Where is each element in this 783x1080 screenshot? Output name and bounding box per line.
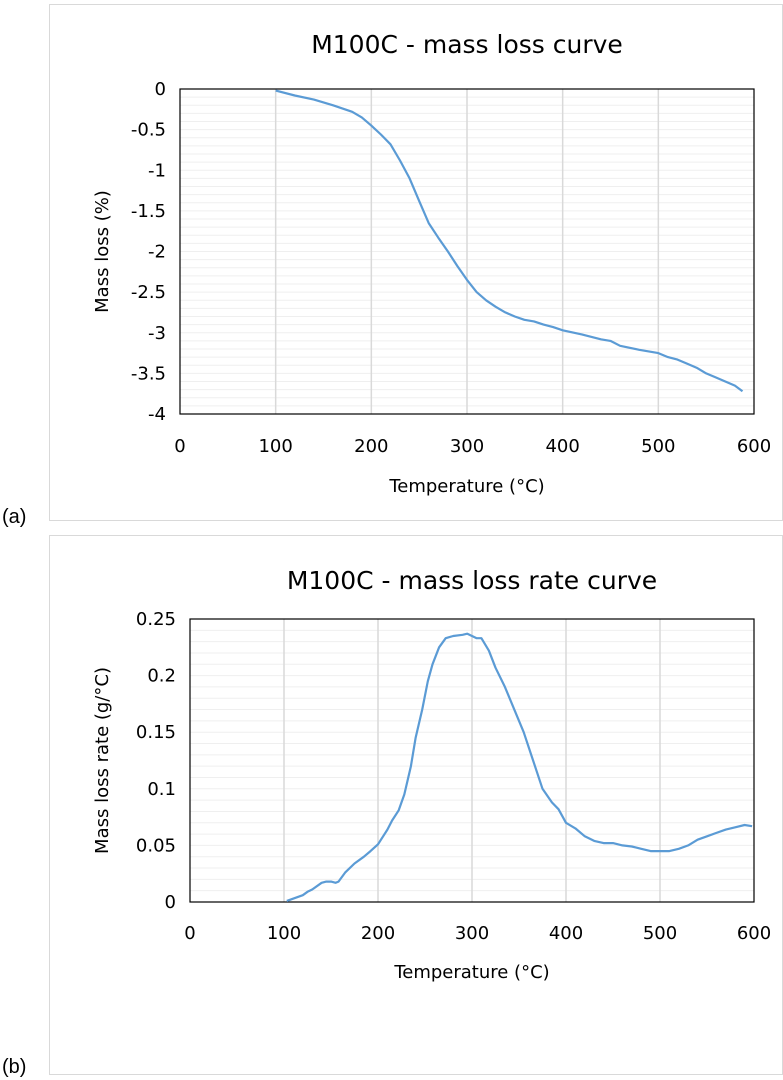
y-tick-label: 0 [155, 79, 166, 100]
y-axis-label: Mass loss rate (g/°C) [92, 667, 113, 854]
plot-area-border [189, 618, 755, 903]
x-axis-label: Temperature (°C) [393, 962, 549, 983]
x-tick-label: 200 [354, 436, 388, 457]
y-tick-label: 0.05 [136, 835, 176, 856]
y-axis-label: Mass loss (%) [92, 190, 113, 313]
x-tick-label: 300 [450, 436, 484, 457]
x-tick-label: 400 [549, 923, 583, 944]
y-tick-label: -0.5 [131, 120, 166, 141]
y-tick-label: -2 [148, 242, 166, 263]
x-tick-label: 100 [267, 923, 301, 944]
y-tick-label: 0.15 [136, 722, 176, 743]
chart-b: M100C - mass loss rate curve 0 100 200 300 40… [92, 566, 771, 983]
chart-panel-b: M100C - mass loss rate curve 0 100 200 300 40… [49, 535, 783, 1075]
y-tick-label: -1.5 [131, 201, 166, 222]
x-tick-label: 400 [545, 436, 579, 457]
plot-area-border [179, 88, 755, 415]
y-tick-label: 0 [165, 892, 176, 913]
x-tick-label: 100 [258, 436, 292, 457]
y-tick-label: 0.25 [136, 609, 176, 630]
panel-label-a: (a) [2, 506, 27, 528]
y-tick-label: -3 [148, 323, 166, 344]
x-tick-label: 600 [737, 923, 771, 944]
x-tick-label: 600 [737, 436, 771, 457]
x-tick-label: 200 [361, 923, 395, 944]
y-tick-label: -4 [148, 404, 166, 425]
x-tick-label: 0 [184, 923, 195, 944]
panel-label-b: (b) [2, 1056, 27, 1078]
x-axis-label: Temperature (°C) [388, 476, 544, 497]
chart-title: M100C - mass loss curve [311, 30, 623, 59]
y-tick-label: -2.5 [131, 282, 166, 303]
y-tick-label: 0.1 [147, 779, 176, 800]
x-tick-label: 500 [643, 923, 677, 944]
y-tick-label: -3.5 [131, 363, 166, 384]
x-tick-label: 0 [174, 436, 185, 457]
y-tick-label: -1 [148, 160, 166, 181]
x-tick-label: 300 [455, 923, 489, 944]
chart-panel-a: M100C - mass loss curve 0 100 200 300 400 500 6… [49, 4, 783, 521]
y-tick-label: 0.2 [147, 666, 176, 687]
chart-a: M100C - mass loss curve 0 100 200 300 400 500 6… [92, 30, 771, 497]
x-tick-label: 500 [641, 436, 675, 457]
chart-title: M100C - mass loss rate curve [287, 566, 657, 595]
series-line [286, 632, 753, 902]
series-line [275, 89, 744, 393]
